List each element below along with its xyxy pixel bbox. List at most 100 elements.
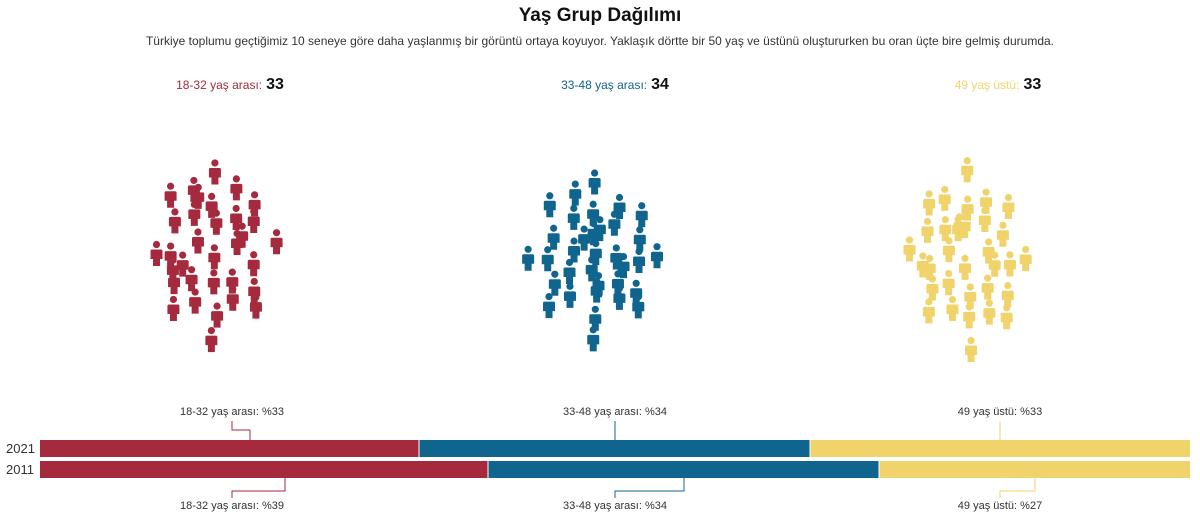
person-icon [185, 266, 198, 292]
person-icon [593, 216, 606, 242]
person-icon [150, 240, 163, 267]
person-icon [543, 292, 556, 319]
person-icon [166, 256, 179, 282]
person-icon [939, 216, 952, 242]
person-icon [563, 258, 576, 284]
icon-cloud-0 [150, 159, 283, 353]
category-label: 2021 [6, 441, 35, 456]
group-label: 49 yaş üstü: [954, 78, 1020, 92]
category-label: 2011 [6, 462, 34, 477]
person-icon [1001, 282, 1014, 308]
person-icon [938, 185, 951, 211]
group-header-49-plus: 49 yaş üstü: 33 [848, 76, 1148, 94]
group-header-18-32: 18-32 yaş arası: 33 [80, 76, 380, 94]
person-icon [923, 190, 936, 216]
person-icon [563, 282, 576, 308]
leader-line [999, 478, 1036, 498]
group-value: 33 [266, 76, 284, 93]
person-icon [543, 192, 556, 218]
person-icon [208, 159, 221, 185]
bar-segment [40, 440, 419, 457]
person-icon [189, 288, 202, 314]
person-icon [1019, 245, 1032, 271]
person-icon [589, 240, 602, 266]
person-icon [270, 229, 283, 255]
leader-line [614, 478, 685, 498]
person-icon [164, 182, 177, 208]
person-icon [226, 285, 239, 311]
person-icon [953, 213, 966, 239]
person-icon [578, 225, 591, 251]
person-icon [982, 238, 995, 264]
person-icon [208, 244, 221, 270]
person-icon [978, 206, 991, 233]
person-icon [617, 252, 630, 279]
person-icon [548, 270, 561, 296]
person-icon [236, 222, 249, 248]
data-label: 49 yaş üstü: %27 [958, 500, 1042, 512]
group-value: 34 [651, 76, 669, 93]
chart-subtitle: Türkiye toplumu geçtiğimiz 10 seneye gör… [145, 34, 1055, 48]
person-icon [632, 293, 645, 319]
person-icon [651, 243, 664, 269]
person-icon [963, 303, 976, 329]
person-icon [988, 251, 1001, 277]
person-icon [247, 251, 260, 277]
person-icon [926, 275, 939, 301]
person-icon [613, 284, 626, 310]
data-label: 33-48 yaş arası: %34 [563, 406, 667, 418]
person-icon [1000, 304, 1013, 330]
person-icon [192, 183, 205, 209]
person-icon [247, 207, 260, 233]
group-label: 33-48 yaş arası: [561, 78, 648, 92]
group-value: 33 [1023, 76, 1042, 93]
chart-title: Yaş Grup Dağılımı [518, 5, 682, 26]
leader-line [231, 478, 286, 498]
person-icon [191, 228, 204, 254]
person-icon [961, 157, 974, 183]
person-icon [588, 169, 601, 195]
person-icon [1002, 193, 1015, 220]
bar-segment [810, 440, 1190, 457]
person-icon [567, 204, 580, 230]
person-icon [630, 279, 643, 305]
person-icon [633, 226, 646, 252]
group-header-33-48: 33-48 yaş arası: 34 [465, 76, 765, 94]
bar-segment [488, 461, 879, 478]
data-label: 49 yaş üstü: %33 [958, 406, 1042, 418]
person-icon [587, 326, 600, 352]
person-icon [983, 299, 996, 325]
icon-cloud-2 [903, 157, 1032, 363]
person-icon [921, 217, 934, 243]
person-icon [568, 237, 581, 263]
person-icon [569, 180, 582, 206]
person-icon [207, 269, 220, 295]
person-icon [1003, 251, 1016, 277]
person-icon [942, 269, 955, 296]
person-icon [541, 246, 554, 272]
bar-chart: 2021 18-32 yaş arası: %33 33-48 yaş arası:… [6, 406, 1190, 512]
person-icon [167, 295, 180, 321]
person-icon [547, 224, 560, 250]
icon-cloud-1 [522, 169, 664, 352]
bar-segment [40, 461, 488, 478]
person-icon [996, 221, 1009, 247]
person-icon [958, 254, 971, 280]
person-icon [230, 175, 243, 201]
data-label: 18-32 yaş arası: %39 [180, 500, 284, 512]
person-icon [176, 251, 189, 277]
group-label: 18-32 yaş arası: [176, 78, 263, 92]
person-icon [633, 247, 646, 274]
person-icon [522, 245, 535, 271]
data-label: 18-32 yaş arası: %33 [180, 406, 284, 418]
bar-segment [419, 440, 810, 457]
leader-line [231, 421, 251, 440]
person-icon [211, 302, 224, 328]
person-icon [946, 295, 959, 322]
person-icon [164, 242, 177, 268]
person-icon [168, 208, 181, 234]
person-icon [205, 326, 218, 353]
person-icon [965, 336, 978, 363]
person-icon [249, 293, 262, 319]
